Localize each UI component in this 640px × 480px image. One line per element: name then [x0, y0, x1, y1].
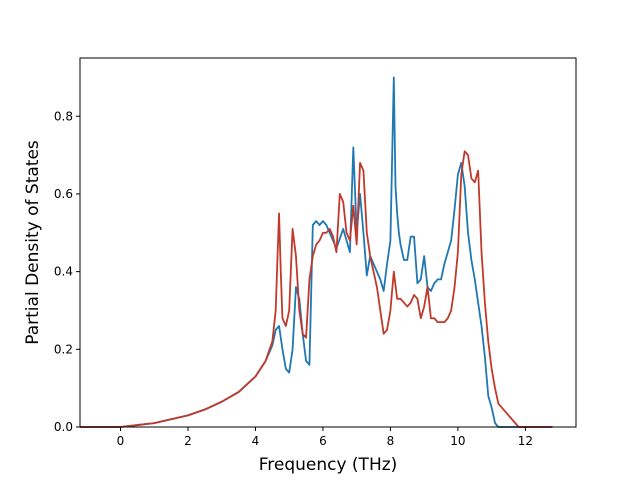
y-tick-label: 0.2: [54, 342, 73, 356]
y-tick-label: 0.4: [54, 265, 73, 279]
x-tick-label: 4: [252, 434, 260, 448]
y-axis-label: Partial Density of States: [23, 140, 43, 345]
x-tick-label: 2: [184, 434, 192, 448]
x-axis-label: Frequency (THz): [259, 455, 398, 475]
y-tick-label: 0.0: [54, 420, 73, 434]
y-tick-label: 0.6: [54, 187, 73, 201]
x-tick-label: 12: [518, 434, 533, 448]
series-line-1: [80, 76, 553, 428]
series-line-2: [80, 150, 553, 428]
x-tick-label: 0: [117, 434, 125, 448]
x-tick-label: 6: [319, 434, 327, 448]
x-axis: 0 2 4 6 8 10 12: [117, 427, 533, 448]
y-tick-label: 0.8: [54, 109, 73, 123]
series-layer: [80, 76, 553, 428]
x-tick-label: 10: [450, 434, 465, 448]
plot-frame: [79, 57, 577, 428]
y-axis: 0.0 0.2 0.4 0.6 0.8: [54, 109, 80, 434]
x-tick-label: 8: [387, 434, 395, 448]
